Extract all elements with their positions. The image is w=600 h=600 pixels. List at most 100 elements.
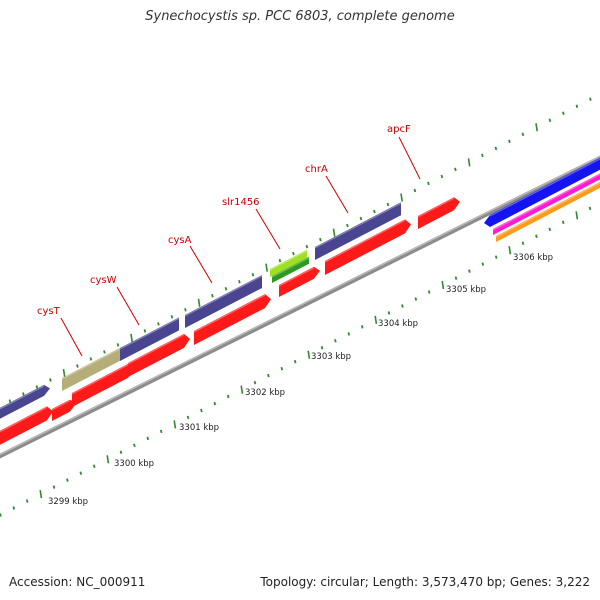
outer-minor-tick	[143, 329, 147, 333]
genome-backbone	[0, 155, 600, 459]
inner-minor-tick	[414, 297, 418, 301]
gene-label: chrA	[305, 164, 328, 175]
map-title: Synechocystis sp. PCC 6803, complete gen…	[145, 9, 455, 24]
inner-minor-tick	[561, 220, 565, 225]
inner-minor-tick	[52, 485, 56, 489]
feature-gene-bar-green-light-highlight	[269, 250, 308, 271]
feature-gene-bar-blue	[484, 157, 600, 227]
inner-minor-tick	[92, 464, 96, 468]
gene-label-leader-line	[189, 245, 213, 284]
feature-gene-bar-red	[279, 266, 320, 297]
inner-minor-tick	[267, 373, 270, 378]
outer-tick-track	[8, 97, 592, 403]
outer-minor-tick	[521, 132, 525, 137]
scale-label-group: 3299 kbp 3300 kbp 3301 kbp 3302 kbp 3303 kbp…	[48, 253, 553, 507]
feature-gene-bar-purple-highlight	[0, 385, 45, 410]
feature-gene-bar-red	[52, 399, 76, 421]
inner-minor-tick	[12, 506, 16, 510]
outer-minor-tick	[481, 153, 484, 158]
inner-minor-tick	[454, 276, 458, 280]
gene-label: cysA	[168, 235, 192, 246]
feature-gene-bar-green-light	[270, 249, 307, 277]
inner-minor-tick	[66, 478, 69, 482]
outer-minor-tick	[8, 399, 12, 403]
gene-label-leader-line	[325, 175, 349, 214]
inner-minor-tick	[119, 450, 123, 455]
gene-label-group: cysT cysW cysA slr1456 chrA apcF	[37, 124, 421, 357]
feature-gene-bar-green-dark	[272, 256, 309, 283]
inner-major-tick	[173, 420, 177, 429]
scale-label: 3304 kbp	[378, 319, 418, 329]
feature-gene-bar-magenta-highlight	[492, 173, 600, 231]
inner-minor-tick	[468, 269, 471, 273]
inner-minor-tick	[320, 346, 324, 350]
feature-gene-bar-red-highlight	[0, 406, 48, 433]
feature-track	[0, 157, 600, 445]
inner-minor-tick	[200, 408, 203, 413]
inner-major-tick	[441, 280, 445, 290]
scale-label: 3300 kbp	[114, 459, 154, 469]
feature-gene-bar-red-highlight	[324, 219, 406, 263]
inner-minor-tick	[159, 429, 163, 434]
inner-minor-tick	[253, 380, 257, 385]
outer-major-tick	[535, 123, 538, 132]
outer-minor-tick	[440, 174, 444, 179]
outer-minor-tick	[494, 146, 498, 151]
inner-minor-tick	[293, 359, 297, 364]
outer-minor-tick	[575, 104, 579, 108]
feature-gene-bar-red	[325, 219, 411, 275]
outer-minor-tick	[346, 223, 349, 228]
gene-label-leader-line	[255, 208, 281, 250]
genome-summary-text: Topology: circular; Length: 3,573,470 bp…	[260, 575, 590, 589]
feature-gene-bar-purple	[120, 317, 179, 361]
feature-gene-bar-olive	[62, 346, 123, 391]
outer-minor-tick	[454, 167, 457, 172]
inner-minor-tick	[360, 325, 364, 329]
inner-minor-tick	[347, 332, 351, 336]
outer-major-tick	[130, 333, 133, 342]
outer-minor-tick	[211, 294, 214, 298]
inner-minor-tick	[521, 241, 525, 245]
outer-minor-tick	[157, 322, 160, 326]
outer-major-tick	[332, 228, 336, 237]
scale-label: 3303 kbp	[311, 352, 351, 362]
outer-major-tick	[400, 193, 403, 202]
outer-minor-tick	[589, 97, 592, 101]
feature-gene-bar-purple	[315, 202, 401, 260]
inner-minor-tick	[427, 290, 431, 294]
inner-minor-tick	[588, 206, 592, 211]
outer-minor-tick	[224, 287, 228, 291]
outer-minor-tick	[278, 258, 282, 263]
outer-minor-tick	[184, 308, 187, 312]
feature-gene-bar-purple-highlight	[119, 317, 180, 350]
outer-minor-tick	[89, 357, 93, 361]
inner-tick-track	[0, 206, 592, 517]
outer-minor-tick	[238, 279, 241, 284]
inner-minor-tick	[535, 234, 538, 239]
feature-gene-bar-red-highlight	[417, 197, 455, 218]
inner-major-tick	[39, 489, 43, 499]
outer-minor-tick	[319, 237, 322, 242]
inner-minor-tick	[25, 499, 29, 503]
gene-label: apcF	[387, 124, 411, 135]
outer-major-tick	[265, 263, 268, 272]
outer-major-tick	[467, 158, 471, 167]
scale-label: 3299 kbp	[48, 497, 88, 507]
outer-minor-tick	[508, 139, 511, 144]
outer-minor-tick	[413, 188, 417, 193]
scale-label: 3301 kbp	[179, 423, 219, 433]
inner-minor-tick	[548, 227, 552, 232]
gene-label-leader-line	[60, 317, 83, 357]
outer-minor-tick	[548, 118, 552, 122]
inner-major-tick	[374, 315, 378, 325]
gene-label: slr1456	[222, 197, 260, 208]
outer-minor-tick	[76, 364, 79, 368]
feature-gene-bar-purple-highlight	[314, 202, 402, 249]
outer-minor-tick	[373, 209, 376, 214]
inner-minor-tick	[494, 255, 498, 259]
gene-label: cysW	[90, 275, 117, 286]
backbone-line	[0, 155, 600, 459]
feature-gene-bar-orange-highlight	[495, 182, 600, 238]
